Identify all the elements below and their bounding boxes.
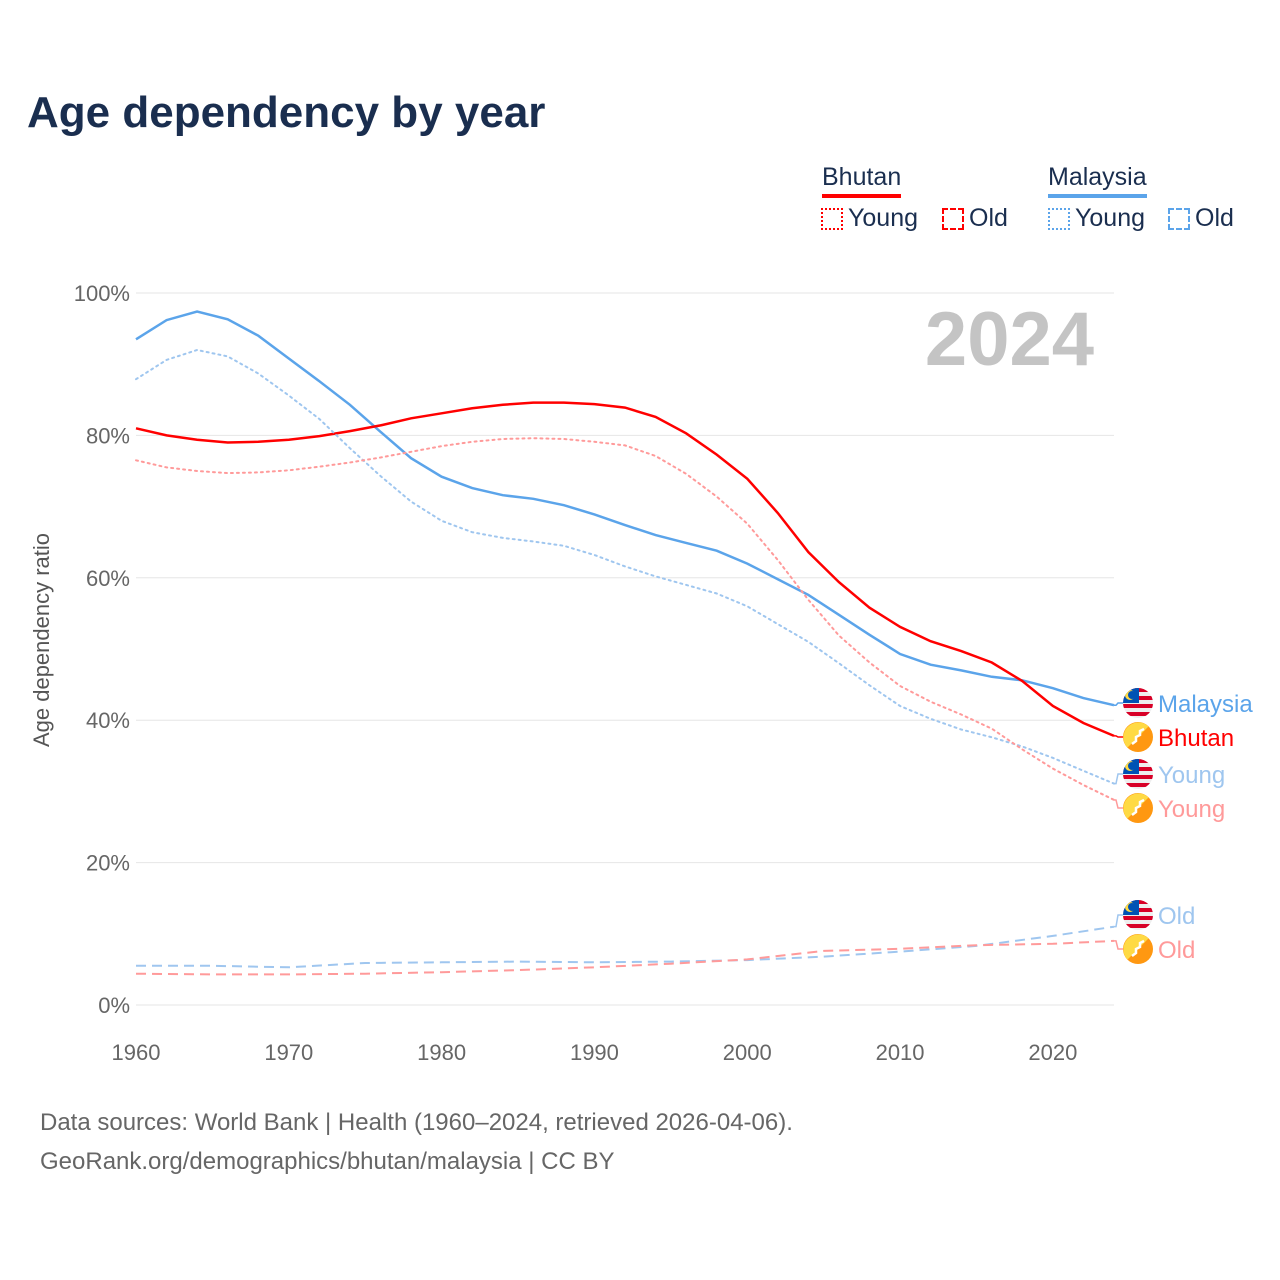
y-tick-label: 80% [86, 423, 130, 448]
legend-label: Old [969, 204, 1008, 232]
legend-bhutan-old[interactable]: Old [942, 204, 1008, 233]
end-label-bhutan-young: Young [1158, 796, 1225, 823]
end-label-malaysia-young: Young [1158, 762, 1225, 789]
series-line-malaysia-young [135, 348, 1115, 785]
legend-bhutan[interactable]: Bhutan [822, 163, 902, 198]
leader-line [1114, 702, 1124, 706]
x-tick-label: 1990 [570, 1040, 619, 1065]
source-link[interactable]: GeoRank.org/demographics/bhutan/malaysia… [40, 1148, 615, 1175]
x-tick-label: 1970 [264, 1040, 313, 1065]
series-line-bhutan-old [135, 939, 1115, 976]
leader-line [1114, 773, 1124, 785]
leader-line [1114, 799, 1124, 809]
bhutan-flag-icon [1123, 934, 1153, 964]
legend-bhutan-young[interactable]: Young [821, 204, 918, 233]
source-text: Data sources: World Bank | Health (1960–… [40, 1109, 793, 1136]
malaysia-flag-icon [1123, 688, 1153, 718]
end-label-bhutan: Bhutan [1158, 725, 1234, 752]
dotted-line-swatch-icon [1048, 207, 1070, 230]
x-tick-label: 2000 [723, 1040, 772, 1065]
x-tick-label: 1960 [112, 1040, 161, 1065]
malaysia-flag-icon [1123, 900, 1153, 930]
leader-line [1114, 940, 1124, 950]
bhutan-flag-icon [1123, 722, 1153, 752]
legend-label: Young [848, 204, 918, 232]
legend-label: Old [1195, 204, 1234, 232]
malaysia-flag-icon [1123, 759, 1153, 789]
legend-malaysia-young[interactable]: Young [1048, 204, 1145, 233]
series-line-malaysia [135, 310, 1115, 707]
leader-line [1114, 735, 1124, 738]
y-tick-label: 40% [86, 708, 130, 733]
dashed-line-swatch-icon [1168, 207, 1190, 230]
y-tick-label: 60% [86, 566, 130, 591]
x-tick-label: 2020 [1028, 1040, 1077, 1065]
dotted-line-swatch-icon [821, 207, 843, 230]
series-line-bhutan-young [135, 437, 1115, 801]
chart-title: Age dependency by year [27, 88, 546, 137]
end-label-malaysia-old: Old [1158, 903, 1195, 930]
year-overlay: 2024 [924, 297, 1094, 382]
y-tick-label: 20% [86, 851, 130, 876]
end-label-malaysia: Malaysia [1158, 691, 1253, 718]
leader-line [1114, 914, 1124, 928]
legend-malaysia[interactable]: Malaysia [1048, 163, 1147, 198]
end-label-bhutan-old: Old [1158, 937, 1195, 964]
bhutan-flag-icon [1123, 793, 1153, 823]
series-line-malaysia-old [136, 925, 1115, 969]
x-tick-label: 1980 [417, 1040, 466, 1065]
dashed-line-swatch-icon [942, 207, 964, 230]
x-tick-label: 2010 [876, 1040, 925, 1065]
y-tick-label: 100% [74, 281, 130, 306]
y-tick-label: 0% [98, 993, 130, 1018]
legend-label: Young [1075, 204, 1145, 232]
legend-malaysia-old[interactable]: Old [1168, 204, 1234, 233]
series-line-bhutan [135, 401, 1115, 738]
